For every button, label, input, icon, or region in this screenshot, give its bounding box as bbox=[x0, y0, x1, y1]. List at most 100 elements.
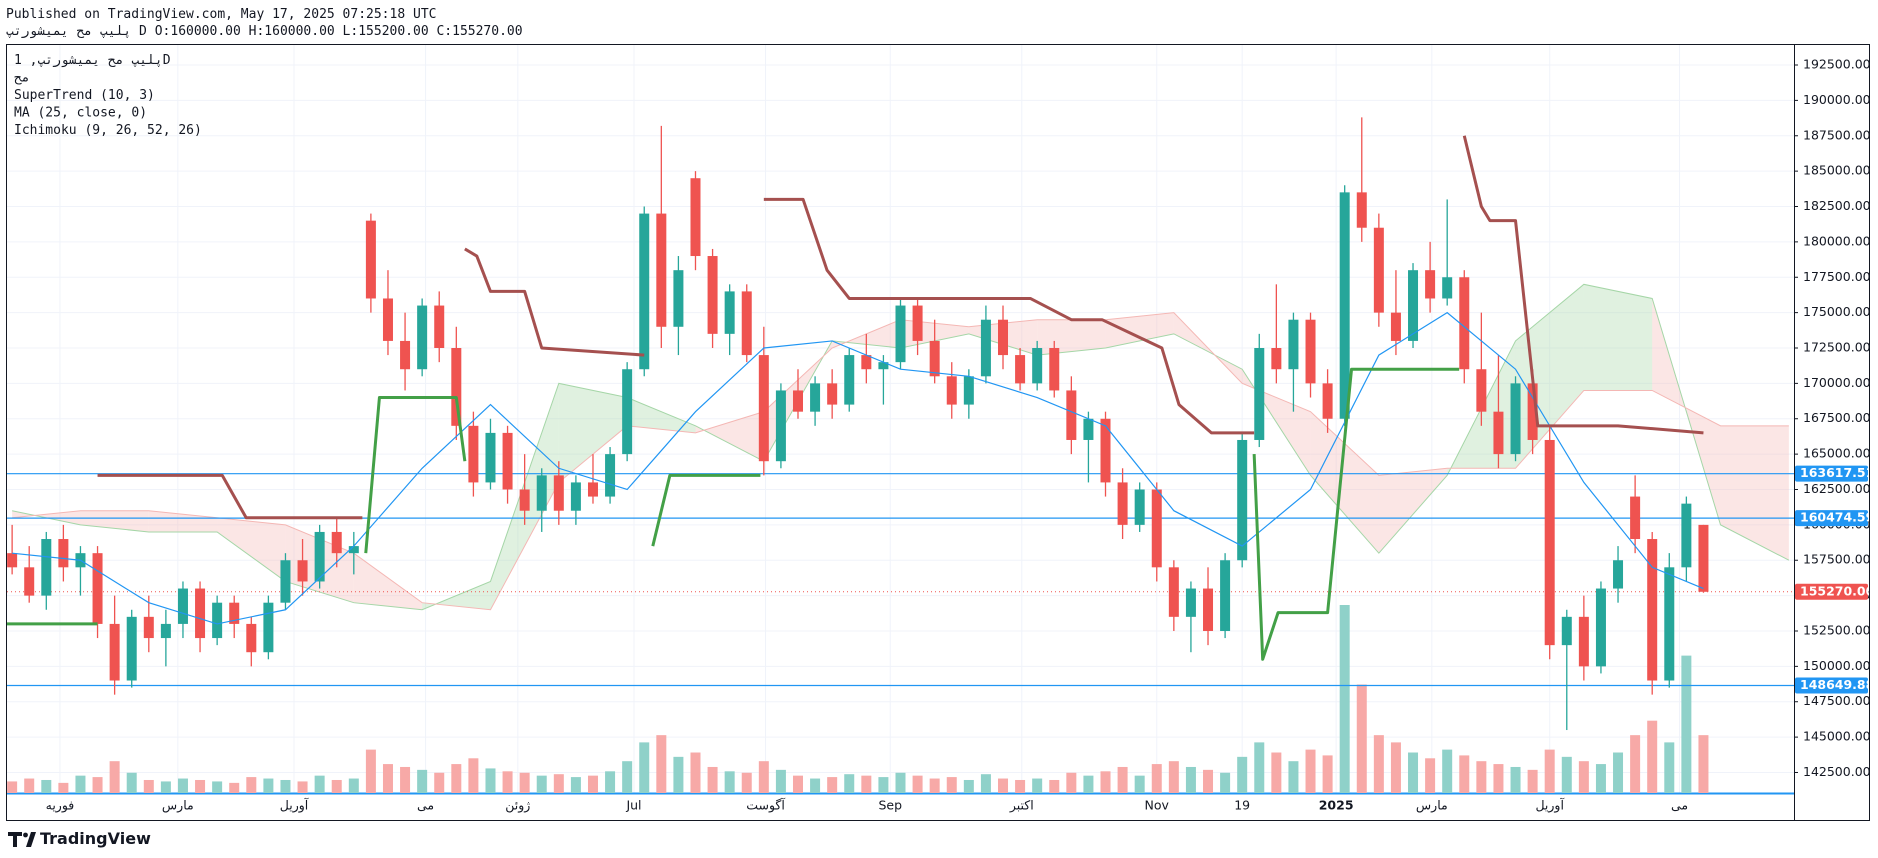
volume-bar bbox=[895, 772, 906, 793]
candle-body bbox=[1168, 567, 1179, 617]
supertrend-line bbox=[651, 473, 761, 547]
price-tag-label: 148649.88 bbox=[1800, 677, 1874, 692]
volume-bar bbox=[519, 772, 530, 793]
x-tick-label: Sep bbox=[878, 798, 902, 813]
volume-bar bbox=[844, 774, 855, 793]
candle-body bbox=[451, 348, 462, 426]
candle-body bbox=[331, 531, 342, 554]
cloud-segment bbox=[558, 383, 628, 483]
candle-body bbox=[895, 305, 906, 363]
y-tick-label: 152500.00 bbox=[1803, 622, 1871, 637]
price-tag bbox=[1795, 465, 1868, 482]
volume-bar bbox=[195, 779, 206, 793]
candle-body bbox=[1117, 482, 1128, 525]
x-tick-label: 19 bbox=[1234, 798, 1250, 813]
plot-area: 142500.00 145000.00 147500.00 150000.00 1525… bbox=[7, 44, 1875, 814]
candle-body bbox=[417, 305, 428, 370]
volume-bar bbox=[177, 778, 188, 793]
candle-body bbox=[41, 539, 52, 596]
candle-body bbox=[1049, 348, 1060, 391]
y-tick-label: 187500.00 bbox=[1803, 127, 1871, 142]
price-tag bbox=[1795, 583, 1868, 600]
brand-logo bbox=[8, 832, 36, 847]
candle-body bbox=[1476, 369, 1487, 412]
volume-bar bbox=[827, 777, 838, 793]
candle-body bbox=[400, 340, 411, 370]
cloud-segment bbox=[217, 517, 286, 582]
candle-body bbox=[519, 489, 530, 511]
cloud-segment bbox=[1583, 284, 1653, 391]
volume-bar bbox=[1425, 758, 1436, 793]
candle-body bbox=[365, 220, 376, 299]
x-tick-label: مارس bbox=[1416, 798, 1448, 814]
y-tick-label: 175000.00 bbox=[1803, 304, 1871, 319]
volume-bar bbox=[1015, 779, 1026, 793]
candle-body bbox=[1595, 588, 1606, 667]
y-tick-label: 170000.00 bbox=[1803, 375, 1871, 390]
y-tick-label: 157500.00 bbox=[1803, 552, 1871, 567]
legend-entry: MA (25, close, 0) bbox=[14, 106, 147, 121]
volume-bar bbox=[1664, 742, 1675, 793]
y-tick-label: 145000.00 bbox=[1803, 729, 1871, 744]
candle-body bbox=[946, 376, 957, 405]
volume-bar bbox=[912, 775, 923, 793]
volume-bar bbox=[980, 774, 991, 793]
candle-body bbox=[485, 432, 496, 483]
volume-bar bbox=[1408, 752, 1419, 793]
candle-body bbox=[263, 602, 274, 653]
volume-bar bbox=[1442, 749, 1453, 793]
x-tick-label: آگوست bbox=[746, 798, 785, 814]
ma-line bbox=[12, 311, 1704, 625]
candle-body bbox=[963, 376, 974, 405]
candle-body bbox=[1254, 348, 1265, 440]
y-tick-label: 167500.00 bbox=[1803, 410, 1871, 425]
legend-entry: پلیپ مح یمیشورتپ, 1D bbox=[14, 53, 171, 68]
cloud-segment bbox=[353, 553, 423, 610]
volume-bar bbox=[417, 769, 428, 793]
volume-bar bbox=[878, 777, 889, 793]
candle-body bbox=[1134, 489, 1145, 525]
candle-body bbox=[741, 291, 752, 356]
volume-bar bbox=[1459, 755, 1470, 793]
volume-bar bbox=[673, 756, 684, 793]
volume-bar bbox=[451, 764, 462, 793]
cloud-segment bbox=[1378, 468, 1448, 554]
candle-body bbox=[861, 355, 872, 370]
cloud-segment bbox=[1720, 425, 1789, 561]
volume-bar bbox=[109, 761, 120, 793]
volume-bar bbox=[1476, 761, 1487, 793]
x-tick-label: 2025 bbox=[1319, 798, 1354, 813]
volume-bar bbox=[1151, 764, 1162, 793]
volume-bar bbox=[1630, 735, 1641, 793]
candle-body bbox=[878, 362, 889, 370]
volume-bar bbox=[758, 761, 769, 793]
candle-body bbox=[212, 602, 223, 639]
cloud-segment bbox=[695, 411, 764, 462]
candle-body bbox=[775, 390, 786, 462]
volume-bar bbox=[382, 764, 393, 793]
candle-body bbox=[314, 531, 325, 582]
candle-body bbox=[827, 383, 838, 405]
candle-body bbox=[690, 178, 701, 257]
volume-bar bbox=[1134, 775, 1145, 793]
candle-body bbox=[1408, 270, 1419, 341]
volume-bar bbox=[1681, 655, 1692, 793]
candle-body bbox=[24, 567, 35, 596]
volume-bar bbox=[365, 749, 376, 793]
volume-bar bbox=[1356, 684, 1367, 793]
candle-body bbox=[1681, 503, 1692, 568]
y-tick-label: 192500.00 bbox=[1803, 57, 1871, 72]
volume-bar bbox=[24, 778, 35, 793]
y-tick-label: 162500.00 bbox=[1803, 481, 1871, 496]
volume-bar bbox=[570, 777, 581, 793]
volume-bar bbox=[929, 778, 940, 793]
candle-body bbox=[1425, 270, 1436, 299]
candle-body bbox=[656, 213, 667, 327]
volume-bar bbox=[1373, 735, 1384, 793]
chart-border bbox=[6, 44, 1870, 821]
volume-bar bbox=[1493, 764, 1504, 793]
candle-body bbox=[58, 539, 69, 568]
volume-bar bbox=[998, 778, 1009, 793]
candle-body bbox=[1442, 277, 1453, 299]
brand-name: TradingView bbox=[40, 829, 151, 848]
